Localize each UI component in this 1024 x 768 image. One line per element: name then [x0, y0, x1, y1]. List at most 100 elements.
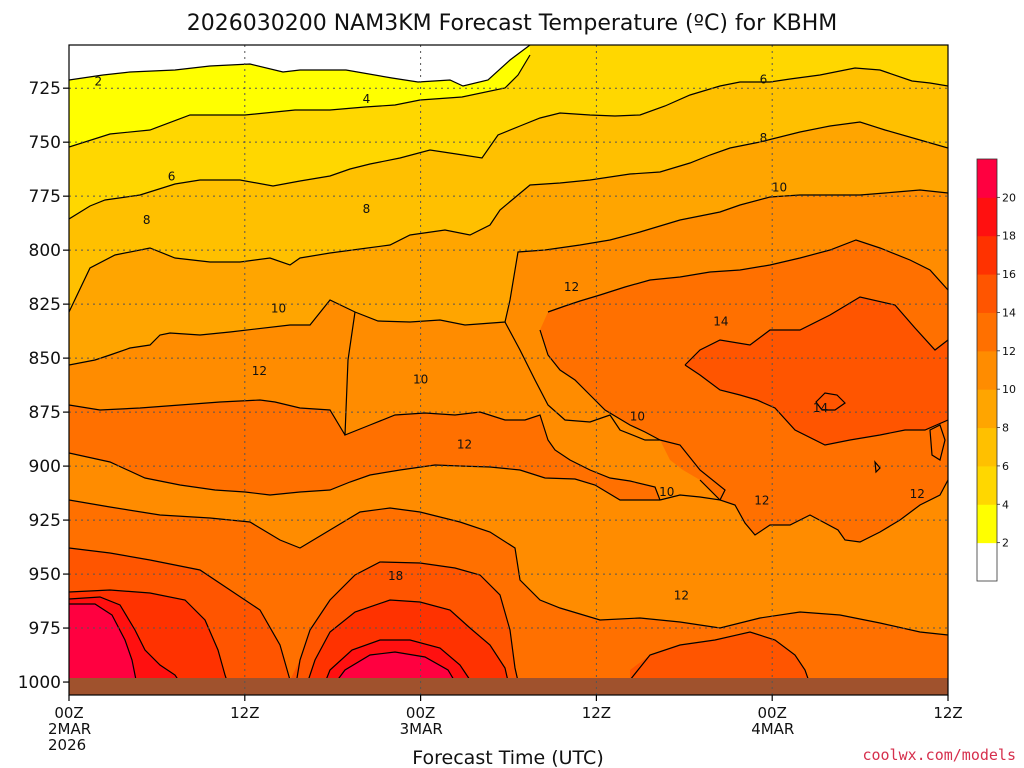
- y-tick-label: 925: [29, 511, 61, 531]
- contour-10-lower: [344, 311, 726, 501]
- band-4-6: [69, 45, 948, 219]
- x-tick-label: 12Z: [582, 704, 611, 722]
- contour-label: 8: [760, 131, 768, 145]
- y-tick-label: 825: [29, 295, 61, 315]
- contour-small-east: [874, 424, 946, 474]
- plot-frame: [68, 44, 949, 696]
- colorbar-label: 2: [1002, 537, 1009, 550]
- band-8-10: [69, 122, 948, 365]
- contour-6: [69, 67, 948, 220]
- contour-label: 10: [630, 409, 645, 423]
- band-14-16-cell: [816, 393, 845, 410]
- x-tick-label: 2MAR: [48, 720, 91, 738]
- x-tick-label: 2026: [48, 736, 86, 754]
- y-tick-label: 875: [29, 403, 61, 423]
- contour-12-upper: [69, 399, 346, 436]
- y-tick-label: 775: [29, 187, 61, 207]
- x-axis-title: Forecast Time (UTC): [412, 747, 603, 768]
- colorbar-label: 18: [1002, 230, 1016, 243]
- contour-label: 8: [363, 202, 371, 216]
- x-tick-label: 12Z: [230, 704, 259, 722]
- contour-label: 6: [760, 73, 768, 87]
- x-tick-label: 12Z: [933, 704, 962, 722]
- band-6-8: [69, 68, 948, 312]
- contour-label: 18: [388, 569, 403, 583]
- band-2-4: [69, 45, 530, 147]
- contour-label: 8: [143, 213, 151, 227]
- contour-12-east: [539, 239, 948, 543]
- colorbar-swatch: [977, 274, 997, 313]
- contour-16: [69, 589, 511, 691]
- contour-label: 4: [363, 92, 371, 106]
- colorbar-label: 6: [1002, 460, 1009, 473]
- contour-18: [69, 596, 479, 691]
- contour-label: 2: [94, 75, 102, 89]
- contour-label: 12: [564, 280, 579, 294]
- colorbar-label: 10: [1002, 383, 1016, 396]
- y-tick-label: 950: [29, 565, 61, 585]
- x-tick-label: 00Z: [54, 704, 83, 722]
- contour-label: 10: [413, 373, 428, 387]
- contour-cell: [815, 392, 846, 411]
- y-tick-label: 725: [29, 79, 61, 99]
- contour-label: 14: [713, 314, 728, 328]
- x-tick-label: 4MAR: [751, 720, 794, 738]
- credit-text: coolwx.com/models: [862, 746, 1016, 764]
- colorbar-label: 12: [1002, 345, 1016, 358]
- x-tick-label: 3MAR: [400, 720, 443, 738]
- colorbar-swatch: [977, 389, 997, 429]
- band-12-14-main: [69, 400, 660, 500]
- grid: [69, 45, 948, 695]
- y-tick-label: 850: [29, 349, 61, 369]
- colorbar-swatch: [977, 235, 997, 275]
- contour-label: 6: [168, 170, 176, 184]
- colorbar-label: 8: [1002, 422, 1009, 435]
- colorbar-swatch: [977, 427, 997, 467]
- contour-14-lower: [69, 547, 813, 691]
- contour-10: [69, 189, 948, 366]
- y-axis: 725 750 775 800 825 850 875 900 925 950 975 1000: [18, 79, 69, 693]
- colorbar-swatch: [977, 504, 997, 544]
- x-tick-label: 00Z: [758, 704, 787, 722]
- colorbar-swatch: [977, 312, 997, 352]
- contour-label: 12: [754, 494, 769, 508]
- band-below-2: [69, 45, 530, 86]
- contour-4: [69, 54, 531, 148]
- ground-strip: [69, 678, 948, 695]
- band-14-16-east: [685, 297, 948, 445]
- colorbar-frame: [976, 158, 998, 582]
- contour-8: [69, 121, 948, 313]
- colorbar-swatch: [977, 465, 997, 505]
- colorbar-label: 4: [1002, 498, 1009, 511]
- contour-label: 12: [252, 364, 267, 378]
- chart-title: 2026030200 NAM3KM Forecast Temperature (…: [187, 11, 837, 36]
- contour-label: 10: [772, 181, 787, 195]
- contour-labels: 2 4 6 6 8 8 8 10 10 10 10 10 12 12 12 12 12 12 14 14 18: [94, 73, 925, 603]
- contour-label: 14: [813, 401, 828, 415]
- contour-label: 12: [457, 438, 472, 452]
- contour-label: 10: [659, 485, 674, 499]
- colorbar-label: 20: [1002, 191, 1016, 204]
- contour-label: 12: [674, 589, 689, 603]
- x-tick-label: 00Z: [406, 704, 435, 722]
- y-tick-label: 800: [29, 241, 61, 261]
- contour-label: 12: [910, 487, 925, 501]
- contour-2: [69, 45, 531, 87]
- contour-12-mid: [69, 452, 660, 501]
- contour-lines: [69, 45, 948, 691]
- contour-20: [69, 603, 461, 691]
- y-tick-label: 1000: [18, 673, 61, 693]
- contour-label: 10: [271, 301, 286, 315]
- y-tick-label: 900: [29, 457, 61, 477]
- colorbar-swatch: [977, 197, 997, 237]
- colorbar-swatch: [977, 350, 997, 390]
- colorbar-label: 14: [1002, 306, 1016, 319]
- colorbar-label: 16: [1002, 268, 1016, 281]
- colorbar-swatch: [977, 159, 997, 198]
- colorbar: 2 4 6 8 10 12 14 16 18 20: [976, 158, 1016, 582]
- y-tick-label: 975: [29, 619, 61, 639]
- contour-12-lower: [69, 499, 948, 636]
- y-tick-label: 750: [29, 133, 61, 153]
